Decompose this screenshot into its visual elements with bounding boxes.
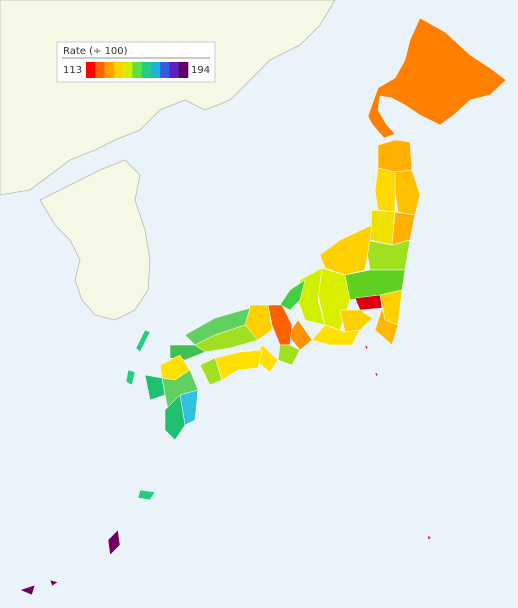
shikoku-west [199, 357, 223, 386]
legend-swatch [150, 62, 161, 78]
legend-title: Rate (÷ 100) [63, 46, 128, 57]
legend-swatch [104, 62, 115, 78]
chiba [374, 307, 399, 346]
islands [125, 329, 156, 501]
kanagawa-yamanashi [339, 309, 373, 333]
okinawa [19, 529, 121, 596]
legend-swatch [141, 62, 152, 78]
legend-swatch [169, 62, 180, 78]
legend-swatch [123, 62, 133, 78]
aomori [377, 139, 413, 173]
legend-min: 113 [63, 65, 82, 76]
hokkaido [367, 17, 507, 139]
yamagata [369, 209, 396, 246]
legend-swatch [113, 62, 124, 78]
legend-scale [86, 62, 189, 78]
izu-islands [364, 344, 432, 541]
nara-mie [277, 344, 301, 366]
legend-swatch [132, 62, 142, 78]
ishikawa-fukui [279, 279, 306, 311]
legend-swatch [86, 62, 96, 78]
legend-swatch [178, 62, 189, 78]
akita [374, 167, 396, 213]
legend-swatch [160, 62, 170, 78]
legend-swatch [95, 62, 105, 78]
fukushima [364, 239, 411, 271]
korea [39, 159, 151, 321]
kagoshima [164, 394, 186, 441]
niigata [319, 224, 373, 276]
legend-max: 194 [191, 65, 210, 76]
